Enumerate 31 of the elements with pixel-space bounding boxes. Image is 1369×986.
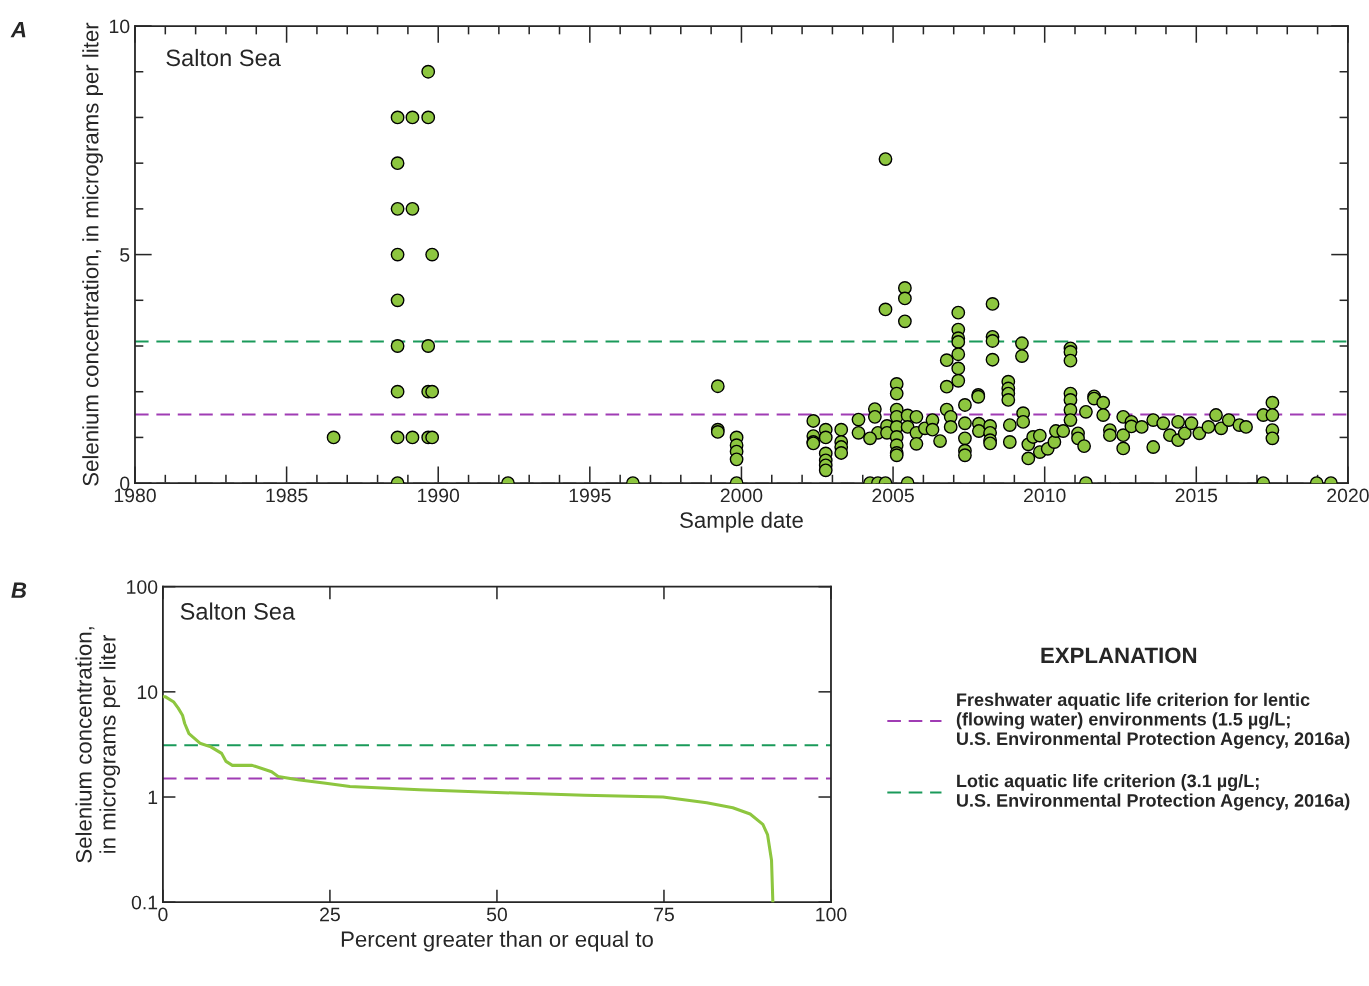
legend-label: Lotic aquatic life criterion (3.1 µg/L; U.S. Environmental Protection Agency, 2016a): [957, 774, 1350, 811]
x-tick-label: 25: [320, 907, 340, 922]
legend-label: Freshwater aquatic life criterion for lentic (flowing water) environments (1.5 µg/L; U.S. Environmental Protection Agency, 2016a): [956, 692, 1350, 749]
x-tick-label: 1995: [569, 488, 611, 503]
legend-title: EXPLANATION: [1041, 647, 1197, 664]
y-axis-title: Selenium concentration, in micrograms per liter: [82, 22, 103, 486]
x-axis-title: Percent greater than or equal to: [341, 930, 653, 952]
x-axis-title: Sample date: [680, 511, 803, 533]
x-tick-label: 2010: [1024, 488, 1066, 503]
x-tick-label: 0: [158, 907, 168, 922]
y-tick-label: 1: [148, 790, 158, 805]
y-tick-label: 10: [109, 19, 130, 34]
x-tick-label: 2005: [872, 488, 914, 503]
annotation: Salton Sea: [166, 48, 281, 67]
y-tick-label: 0.1: [131, 895, 158, 910]
text: B: [11, 582, 27, 598]
x-tick-label: 100: [816, 907, 847, 922]
x-tick-label: 2015: [1175, 488, 1218, 503]
y-tick-label: 10: [137, 685, 158, 700]
y-tick-label: 5: [120, 248, 130, 262]
x-tick-label: 50: [486, 907, 507, 922]
x-tick-label: 1990: [418, 488, 460, 503]
x-tick-label: 2000: [720, 488, 763, 503]
y-axis-title: Selenium concentration, in micrograms per liter: [75, 627, 121, 863]
line-series: [162, 695, 775, 903]
annotation: Salton Sea: [180, 602, 296, 620]
text: A: [10, 21, 26, 38]
x-tick-label: 1985: [266, 488, 308, 503]
x-tick-label: 75: [654, 907, 674, 922]
x-tick-label: 2020: [1327, 488, 1369, 503]
y-tick-label: 100: [127, 580, 158, 594]
